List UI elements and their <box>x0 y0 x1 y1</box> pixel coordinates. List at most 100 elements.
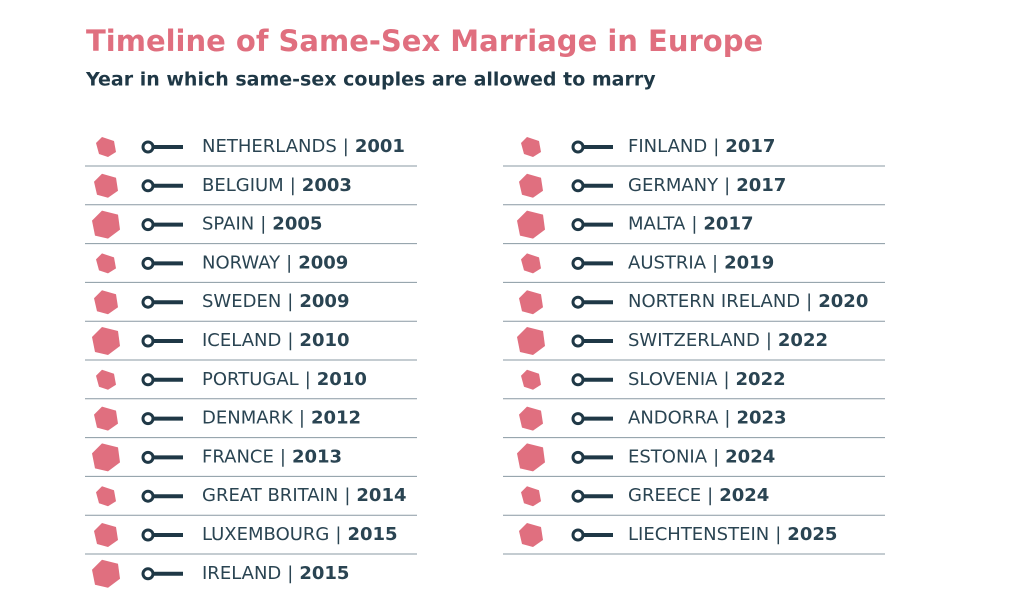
country-name: SLOVENIA <box>628 369 718 390</box>
country-shape <box>519 406 543 431</box>
country-name: SWITZERLAND <box>628 330 760 351</box>
country-shape <box>519 523 543 547</box>
entry: FINLAND | 2017 <box>628 136 775 157</box>
separator: | <box>299 408 305 429</box>
entry: BELGIUM | 2003 <box>202 175 352 196</box>
country-name: GREAT BRITAIN <box>202 485 338 506</box>
country-name: SPAIN <box>202 214 254 235</box>
separator: | <box>286 252 292 273</box>
separator: | <box>260 214 266 235</box>
country-name: SWEDEN <box>202 291 281 312</box>
entry: SPAIN | 2005 <box>202 214 322 235</box>
separator: | <box>713 136 719 157</box>
subtitle: Year in which same-sex couples are allow… <box>85 69 656 91</box>
year: 2017 <box>736 175 786 196</box>
entry: LUXEMBOURG | 2015 <box>202 524 398 545</box>
country-name: PORTUGAL <box>202 369 299 390</box>
country-shape <box>519 173 543 198</box>
country-name: ANDORRA <box>628 408 719 429</box>
separator: | <box>712 252 718 273</box>
year: 2012 <box>311 408 361 429</box>
country-shape <box>94 406 118 431</box>
year: 2025 <box>787 524 837 545</box>
country-shape <box>92 210 120 239</box>
entry: ESTONIA | 2024 <box>628 446 775 467</box>
separator: | <box>287 563 293 584</box>
year: 2020 <box>818 291 868 312</box>
country-shape <box>94 523 118 547</box>
country-name: NETHERLANDS <box>202 136 337 157</box>
entry: NORWAY | 2009 <box>202 252 348 273</box>
country-shape <box>96 486 116 507</box>
country-shape <box>519 290 543 315</box>
year: 2017 <box>703 214 753 235</box>
year: 2014 <box>356 485 406 506</box>
year: 2003 <box>302 175 352 196</box>
entry: ICELAND | 2010 <box>202 330 350 351</box>
country-shape <box>521 253 541 274</box>
country-shape <box>92 559 120 588</box>
separator: | <box>691 214 697 235</box>
country-name: AUSTRIA <box>628 252 707 273</box>
entry: NORTERN IRELAND | 2020 <box>628 291 868 312</box>
entry: SWEDEN | 2009 <box>202 291 349 312</box>
country-shape <box>92 443 120 472</box>
country-shape <box>94 290 118 315</box>
year: 2019 <box>724 252 774 273</box>
year: 2022 <box>778 330 828 351</box>
separator: | <box>335 524 341 545</box>
entry: GREECE | 2024 <box>628 485 769 506</box>
year: 2015 <box>347 524 397 545</box>
separator: | <box>305 369 311 390</box>
separator: | <box>287 291 293 312</box>
separator: | <box>766 330 772 351</box>
separator: | <box>344 485 350 506</box>
entry: NETHERLANDS | 2001 <box>202 136 405 157</box>
country-shape <box>521 137 541 157</box>
entry: GREAT BRITAIN | 2014 <box>202 485 407 506</box>
year: 2001 <box>355 136 405 157</box>
country-shape <box>517 443 545 472</box>
country-shape <box>517 327 545 355</box>
country-name: LIECHTENSTEIN <box>628 524 769 545</box>
country-shape <box>92 327 120 355</box>
country-shape <box>94 173 118 198</box>
separator: | <box>723 369 729 390</box>
separator: | <box>287 330 293 351</box>
entry: SWITZERLAND | 2022 <box>628 330 828 351</box>
country-shape <box>521 486 541 507</box>
separator: | <box>713 446 719 467</box>
separator: | <box>707 485 713 506</box>
country-name: NORWAY <box>202 252 281 273</box>
country-shape <box>517 210 545 239</box>
year: 2010 <box>317 369 367 390</box>
country-shape <box>96 137 116 157</box>
entry: AUSTRIA | 2019 <box>628 252 774 273</box>
country-name: IRELAND <box>202 563 281 584</box>
country-shape <box>521 369 541 390</box>
country-name: DENMARK <box>202 408 294 429</box>
country-shape <box>96 369 116 390</box>
separator: | <box>724 175 730 196</box>
entry: GERMANY | 2017 <box>628 175 786 196</box>
entry: LIECHTENSTEIN | 2025 <box>628 524 837 545</box>
year: 2013 <box>292 446 342 467</box>
year: 2024 <box>725 446 775 467</box>
country-name: FINLAND <box>628 136 707 157</box>
year: 2009 <box>299 291 349 312</box>
country-name: GERMANY <box>628 175 719 196</box>
entry: MALTA | 2017 <box>628 214 754 235</box>
year: 2022 <box>736 369 786 390</box>
country-name: ESTONIA <box>628 446 708 467</box>
separator: | <box>290 175 296 196</box>
year: 2023 <box>736 408 786 429</box>
entry: SLOVENIA | 2022 <box>628 369 786 390</box>
separator: | <box>343 136 349 157</box>
separator: | <box>724 408 730 429</box>
country-name: BELGIUM <box>202 175 284 196</box>
separator: | <box>280 446 286 467</box>
year: 2015 <box>299 563 349 584</box>
country-name: NORTERN IRELAND <box>628 291 800 312</box>
